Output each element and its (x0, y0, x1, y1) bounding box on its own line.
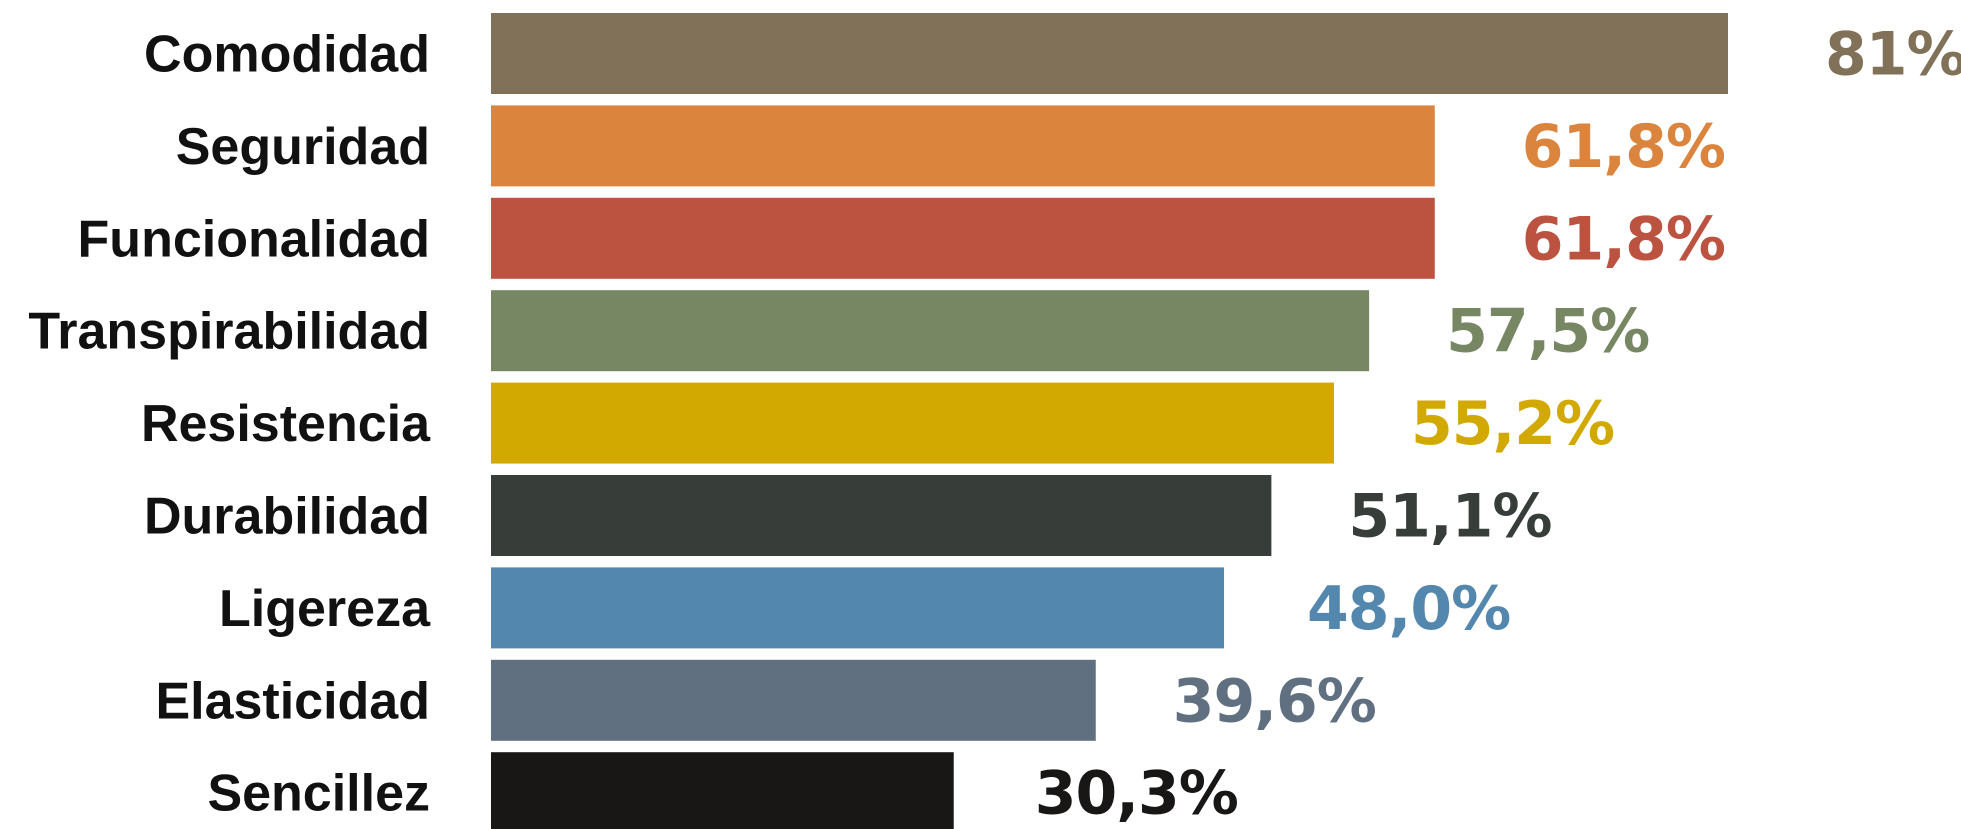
value-label: 57,5% (1446, 297, 1649, 367)
bar (491, 567, 1225, 649)
value-label: 39,6% (1173, 666, 1376, 736)
bar (491, 197, 1435, 279)
bar (491, 290, 1370, 372)
value-label: 61,8% (1522, 112, 1725, 182)
value-label: 51,1% (1348, 482, 1551, 552)
bar (491, 105, 1435, 187)
bars (491, 13, 1728, 829)
value-label: 30,3% (1035, 759, 1238, 829)
value-label: 48,0% (1307, 574, 1510, 644)
bar (491, 752, 954, 829)
bar (491, 13, 1728, 94)
value-label: 81% (1825, 20, 1961, 90)
category-label: Sencillez (207, 765, 430, 823)
value-label: 61,8% (1522, 204, 1725, 274)
bar (491, 475, 1272, 556)
category-label: Seguridad (176, 118, 430, 176)
category-label: Transpirabilidad (28, 303, 430, 361)
value-labels: 81% 61,8% 61,8% 57,5% 55,2% 51,1% 48,0% 39,6% 30… (1035, 20, 1961, 829)
bar (491, 382, 1334, 464)
category-labels: Comodidad Seguridad Funcionalidad Transpira… (28, 26, 431, 823)
category-label: Durabilidad (144, 488, 430, 546)
category-label: Ligereza (219, 580, 431, 638)
category-label: Funcionalidad (78, 210, 430, 268)
value-label: 55,2% (1411, 389, 1614, 459)
category-label: Resistencia (141, 395, 431, 453)
category-label: Elasticidad (155, 672, 430, 730)
bar (491, 659, 1096, 741)
category-label: Comodidad (144, 26, 430, 84)
